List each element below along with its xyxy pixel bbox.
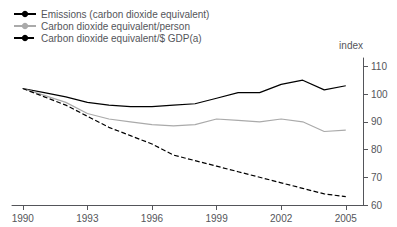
svg-text:1999: 1999 — [205, 213, 228, 224]
svg-text:Emissions (carbon dioxide equi: Emissions (carbon dioxide equivalent) — [41, 9, 209, 20]
svg-text:Carbon dioxide equivalent/pers: Carbon dioxide equivalent/person — [41, 21, 190, 32]
svg-text:70: 70 — [371, 172, 383, 183]
svg-text:100: 100 — [371, 89, 388, 100]
svg-text:1993: 1993 — [76, 213, 99, 224]
svg-text:1990: 1990 — [12, 213, 35, 224]
svg-text:90: 90 — [371, 116, 383, 127]
svg-text:2002: 2002 — [270, 213, 293, 224]
svg-text:60: 60 — [371, 200, 383, 211]
svg-text:2005: 2005 — [335, 213, 358, 224]
svg-text:index: index — [339, 40, 363, 51]
svg-text:1996: 1996 — [141, 213, 164, 224]
svg-text:110: 110 — [371, 61, 387, 72]
svg-text:Carbon dioxide equivalent/$ GD: Carbon dioxide equivalent/$ GDP(a) — [41, 33, 202, 44]
svg-text:80: 80 — [371, 144, 383, 155]
